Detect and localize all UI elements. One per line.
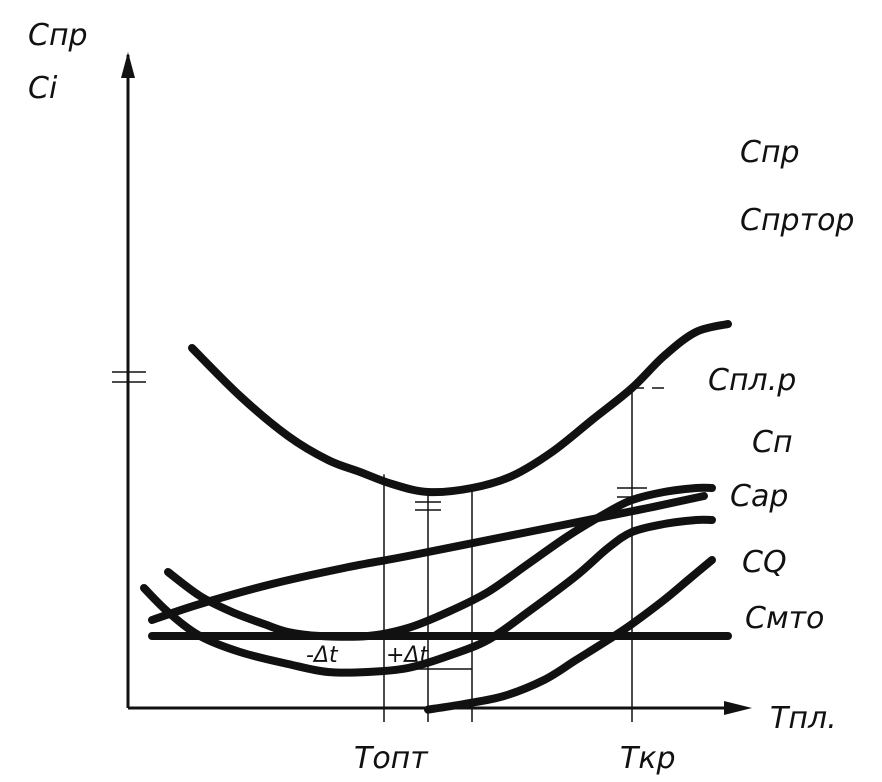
series-label-car: Cар (730, 479, 788, 514)
x-axis-label: Tпл. (770, 701, 837, 736)
x-tick-label-t-opt: Tопт (354, 741, 429, 776)
series-line-car (140, 515, 716, 677)
series-label-cq: CQ (742, 545, 787, 580)
y-axis-label: Cпр (28, 18, 88, 53)
plus-dt-label: +Δt (386, 643, 429, 668)
series-label-cp: Cп (752, 425, 793, 460)
x-axis-arrow-icon (724, 701, 752, 715)
series-line-cp (148, 492, 708, 624)
series-label-cpr: Cпр (740, 135, 800, 170)
series-label-cmto: Cмто (745, 601, 824, 636)
y-axis-arrow-icon (121, 52, 135, 78)
y-axis-label: Ci (28, 71, 58, 106)
series-line-cpr (188, 320, 732, 497)
series-label-cpl-r: Cпл.р (708, 363, 796, 398)
minus-dt-label: -Δt (306, 643, 339, 668)
annotation-c-prtor: Cпртор (740, 203, 854, 238)
x-tick-label-t-kr: Tкр (620, 741, 676, 776)
series-line-cq (424, 556, 716, 714)
series-line-cpl-r (164, 483, 716, 641)
